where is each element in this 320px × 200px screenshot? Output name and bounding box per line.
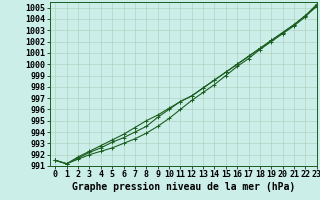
X-axis label: Graphe pression niveau de la mer (hPa): Graphe pression niveau de la mer (hPa) — [72, 182, 295, 192]
